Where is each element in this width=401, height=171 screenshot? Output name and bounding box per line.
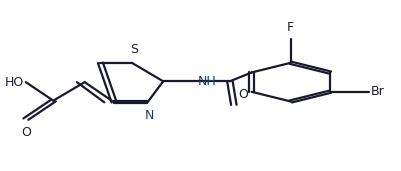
Text: NH: NH	[197, 75, 216, 88]
Text: O: O	[237, 88, 247, 101]
Text: N: N	[144, 109, 154, 122]
Text: HO: HO	[5, 76, 24, 89]
Text: S: S	[130, 43, 138, 56]
Text: Br: Br	[370, 85, 384, 98]
Text: O: O	[21, 126, 31, 139]
Text: F: F	[286, 21, 294, 34]
